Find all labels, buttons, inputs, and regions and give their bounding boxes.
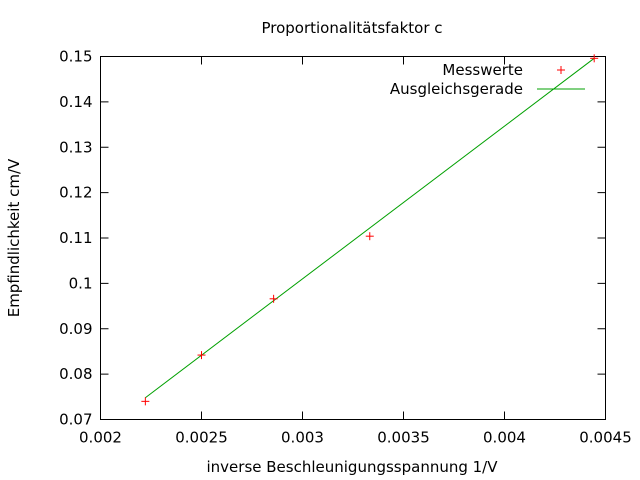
x-tick-label: 0.0045 [579, 429, 632, 447]
y-tick-label: 0.15 [59, 48, 92, 66]
legend-label: Messwerte [442, 61, 523, 79]
y-tick-label: 0.13 [59, 138, 92, 156]
y-tick-label: 0.11 [59, 229, 92, 247]
y-axis: 0.07 0.08 0.09 0.1 0.11 0.12 0.13 0.14 0.15 [59, 48, 606, 429]
data-point [365, 232, 374, 241]
x-tick-label: 0.002 [79, 429, 122, 447]
y-tick-label: 0.07 [59, 411, 92, 429]
x-tick-label: 0.003 [281, 429, 324, 447]
x-tick-label: 0.004 [483, 429, 526, 447]
y-tick-label: 0.12 [59, 184, 92, 202]
data-point [141, 397, 150, 406]
y-tick-label: 0.08 [59, 365, 92, 383]
data-point [590, 54, 599, 63]
x-tick-label: 0.0035 [377, 429, 430, 447]
y-tick-label: 0.09 [59, 320, 92, 338]
x-axis-label: inverse Beschleunigungsspannung 1/V [207, 458, 499, 476]
plot-frame [100, 56, 606, 420]
data-point [269, 294, 278, 303]
y-axis-label: Empfindlichkeit cm/V [5, 158, 23, 317]
x-axis: 0.002 0.0025 0.003 0.0035 0.004 0.0045 [79, 56, 632, 447]
fit-line [145, 57, 595, 399]
chart-title: Proportionalitätsfaktor c [261, 19, 442, 37]
series-layer [141, 54, 599, 406]
y-tick-label: 0.14 [59, 93, 92, 111]
legend-label: Ausgleichsgerade [390, 80, 523, 98]
data-point [197, 351, 206, 360]
legend-marker [557, 66, 565, 74]
y-tick-label: 0.1 [69, 274, 93, 292]
x-tick-label: 0.0025 [175, 429, 228, 447]
